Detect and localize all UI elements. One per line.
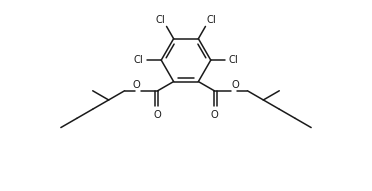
Text: O: O: [154, 110, 161, 120]
Text: O: O: [211, 110, 218, 120]
Text: O: O: [232, 80, 240, 90]
Text: O: O: [132, 80, 140, 90]
Text: Cl: Cl: [155, 15, 165, 25]
Text: Cl: Cl: [228, 55, 238, 65]
Text: Cl: Cl: [134, 55, 144, 65]
Text: Cl: Cl: [207, 15, 217, 25]
